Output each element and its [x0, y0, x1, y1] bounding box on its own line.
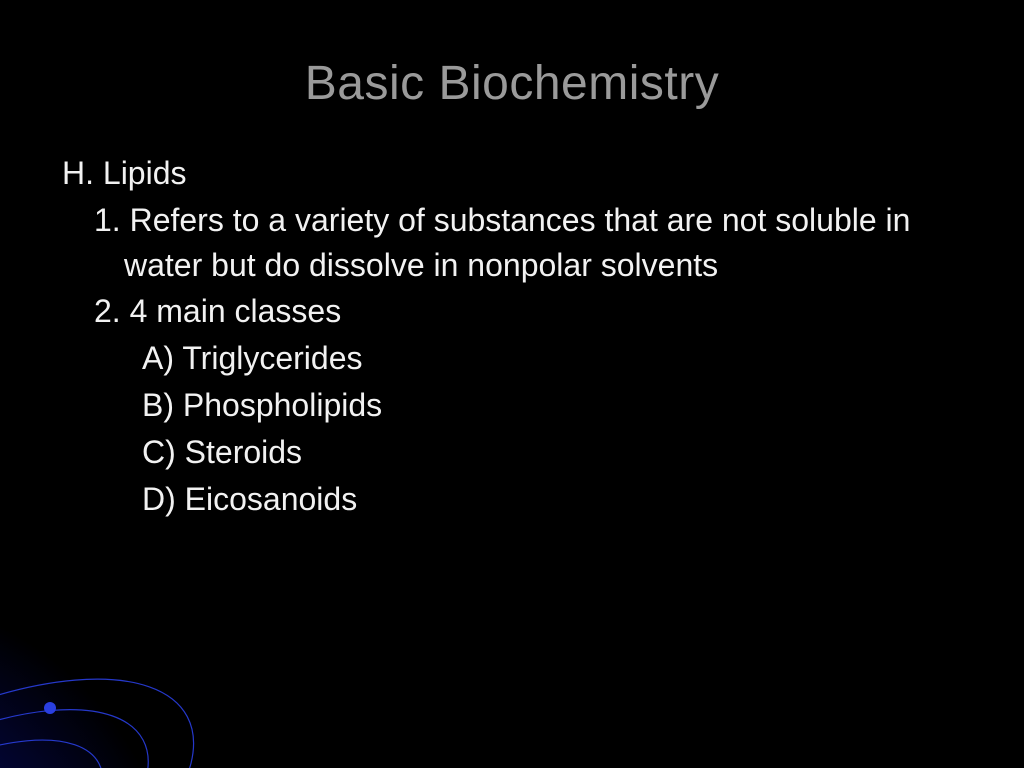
outline-subitem-b: B) Phospholipids [142, 383, 964, 428]
slide-title: Basic Biochemistry [0, 0, 1024, 111]
outline-subitem-c: C) Steroids [142, 430, 964, 475]
outline-item-2: 2. 4 main classes [94, 289, 964, 334]
slide-body: H. Lipids 1. Refers to a variety of subs… [0, 111, 1024, 521]
corner-glow [0, 588, 180, 768]
outline-subitem-d: D) Eicosanoids [142, 477, 964, 522]
outline-heading: H. Lipids [62, 151, 964, 196]
outline-subitem-a: A) Triglycerides [142, 336, 964, 381]
outline-item-1: 1. Refers to a variety of substances tha… [94, 198, 964, 288]
